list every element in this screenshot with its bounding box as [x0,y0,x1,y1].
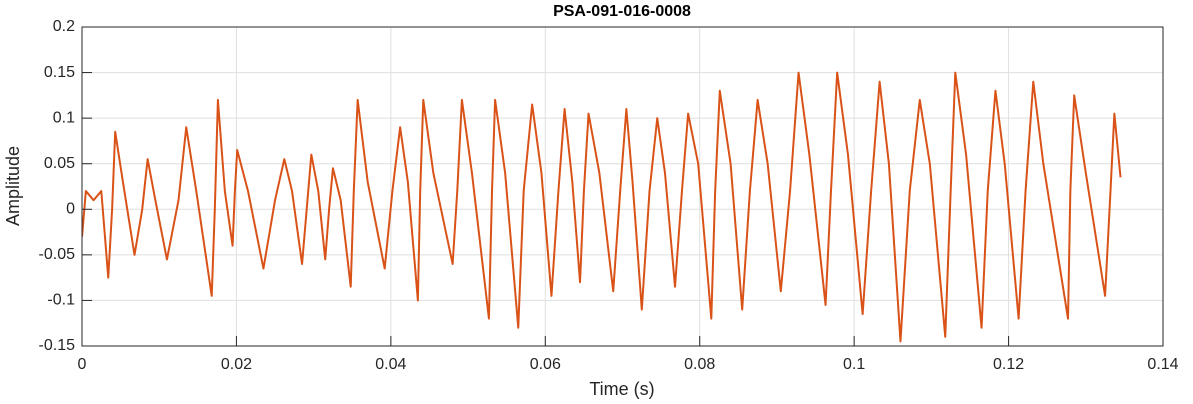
y-tick-label: 0 [66,201,75,218]
y-tick-label: 0.1 [53,109,75,126]
axes-box [81,26,1164,347]
x-tick-label: 0 [78,356,87,373]
line-layer [82,71,1122,343]
x-tick-label: 0.04 [375,356,406,373]
x-tick-label: 0.12 [993,356,1024,373]
x-tick-label: 0.02 [221,356,252,373]
y-axis-label: Amplitude [3,146,23,226]
x-tick-label: 0.1 [843,356,865,373]
plot-area [82,27,1163,346]
x-tick-label: 0.06 [530,356,561,373]
y-tick-label: -0.15 [39,337,76,354]
chart-title: PSA-091-016-0008 [553,3,691,20]
y-tick-label: -0.05 [39,246,76,263]
y-tick-label: 0.2 [53,18,75,35]
x-tick-label: 0.14 [1147,356,1178,373]
x-tick-label: 0.08 [684,356,715,373]
y-tick-label: 0.15 [44,64,75,81]
x-axis-label: Time (s) [589,379,654,399]
y-tick-label: 0.05 [44,155,75,172]
labels: 0 0.02 0.04 0.06 0.08 0.1 0.12 0.14 -0.15 -0.1 -0.… [39,18,1179,373]
y-tick-label: -0.1 [47,292,75,309]
signal-line [82,71,1122,343]
